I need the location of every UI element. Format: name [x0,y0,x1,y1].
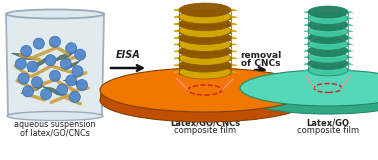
Ellipse shape [179,65,231,79]
Circle shape [15,58,26,69]
Polygon shape [63,80,87,85]
Polygon shape [62,60,81,71]
Polygon shape [6,14,104,116]
Circle shape [18,73,29,84]
Circle shape [33,38,44,49]
Ellipse shape [179,24,231,38]
Polygon shape [179,65,231,68]
Polygon shape [179,31,231,34]
Ellipse shape [308,64,348,76]
Polygon shape [179,38,231,40]
Circle shape [45,55,56,66]
Polygon shape [179,72,231,75]
Ellipse shape [100,78,310,122]
Ellipse shape [179,3,231,17]
Circle shape [31,77,42,88]
Ellipse shape [308,38,348,50]
Circle shape [66,43,77,54]
Ellipse shape [100,68,310,112]
Circle shape [21,45,32,56]
Circle shape [66,75,77,86]
Text: Latex/GO: Latex/GO [307,118,350,127]
Ellipse shape [179,44,231,58]
Polygon shape [21,86,44,94]
Ellipse shape [7,112,103,120]
Circle shape [75,49,86,60]
Polygon shape [52,51,76,62]
Circle shape [23,86,34,97]
Text: removal: removal [240,51,282,60]
Text: of latex/GO/CNCs: of latex/GO/CNCs [20,128,90,137]
Circle shape [40,89,51,100]
Ellipse shape [308,58,348,70]
Text: EISA: EISA [116,50,140,60]
Polygon shape [28,56,50,72]
Circle shape [76,80,87,91]
Ellipse shape [308,51,348,63]
Ellipse shape [240,78,378,114]
Polygon shape [179,44,231,48]
Ellipse shape [179,17,231,31]
Circle shape [57,84,68,95]
Ellipse shape [308,19,348,31]
Circle shape [27,61,38,72]
Ellipse shape [308,6,348,18]
Ellipse shape [179,10,231,24]
Polygon shape [240,88,378,101]
Ellipse shape [179,37,231,52]
Text: composite film: composite film [297,126,359,135]
Circle shape [60,58,71,69]
Ellipse shape [179,58,231,72]
Circle shape [50,70,60,81]
Text: Latex/GO/CNCs: Latex/GO/CNCs [170,118,240,127]
Ellipse shape [240,70,378,106]
Polygon shape [179,58,231,61]
Ellipse shape [308,32,348,44]
Polygon shape [43,87,67,96]
Ellipse shape [308,25,348,37]
Polygon shape [100,90,310,107]
Ellipse shape [308,12,348,24]
Ellipse shape [308,45,348,57]
Text: aqueous suspension: aqueous suspension [14,120,96,129]
Circle shape [72,66,83,77]
Ellipse shape [179,51,231,65]
Circle shape [69,92,80,102]
Polygon shape [179,17,231,20]
Polygon shape [179,51,231,54]
Ellipse shape [179,31,231,44]
Ellipse shape [6,9,104,19]
Text: composite film: composite film [174,126,236,135]
Polygon shape [12,53,36,60]
Text: of CNCs: of CNCs [241,59,281,68]
Polygon shape [179,24,231,27]
Circle shape [50,36,60,47]
